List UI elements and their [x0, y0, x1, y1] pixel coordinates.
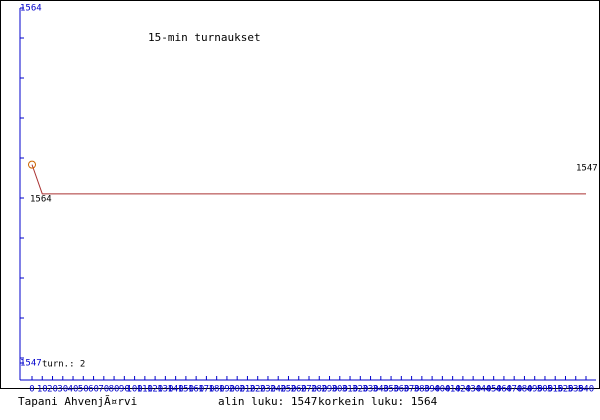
- x-tick-label: 80: [109, 385, 120, 395]
- x-tick-label: 390: [424, 385, 440, 395]
- x-tick-label: 50: [78, 385, 89, 395]
- x-tick-label: 180: [209, 385, 225, 395]
- x-tick-label: 240: [270, 385, 286, 395]
- footer-author: Tapani AhvenjÃ¤rvi: [18, 395, 137, 408]
- x-tick-label: 400: [434, 385, 450, 395]
- x-tick-label: 230: [260, 385, 276, 395]
- x-tick-label: 100: [126, 385, 142, 395]
- x-tick-label: 470: [506, 385, 522, 395]
- line: [31, 164, 586, 195]
- x-tick-label: 70: [98, 385, 109, 395]
- x-tick-label: 150: [178, 385, 194, 395]
- x-tick-label: 210: [239, 385, 255, 395]
- x-tick-label: 140: [167, 385, 183, 395]
- x-tick-label: 540: [578, 385, 594, 395]
- x-tick-label: 520: [557, 385, 573, 395]
- x-tick-label: 260: [291, 385, 307, 395]
- x-tick-label: 10: [37, 385, 48, 395]
- x-tick-label: 350: [383, 385, 399, 395]
- x-tick-label: 30: [57, 385, 68, 395]
- x-tick-label: 430: [465, 385, 481, 395]
- x-tick-label: 340: [373, 385, 389, 395]
- x-tick-label: 380: [414, 385, 430, 395]
- x-tick-label: 490: [527, 385, 543, 395]
- x-tick-label: 280: [311, 385, 327, 395]
- x-tick-label: 360: [393, 385, 409, 395]
- x-tick-label: 190: [219, 385, 235, 395]
- x-tick-label: 40: [68, 385, 79, 395]
- x-tick-label: 290: [321, 385, 337, 395]
- chart-title: 15-min turnaukset: [148, 31, 261, 44]
- x-tick-label: 330: [362, 385, 378, 395]
- footer-high: korkein luku: 1564: [318, 395, 438, 408]
- x-tick-label: 440: [475, 385, 491, 395]
- x-tick-label: 90: [119, 385, 130, 395]
- x-tick-label: 120: [147, 385, 163, 395]
- x-tick-label: 0: [29, 385, 34, 395]
- x-tick-label: 310: [342, 385, 358, 395]
- x-tick-label: 480: [516, 385, 532, 395]
- x-tick-label: 510: [547, 385, 563, 395]
- x-tick-label: 170: [198, 385, 214, 395]
- annotation: 1564: [30, 195, 52, 205]
- x-tick-label: 110: [137, 385, 153, 395]
- x-tick-label: 370: [403, 385, 419, 395]
- y-tick-label: 1547: [20, 359, 42, 369]
- x-tick-label: 530: [568, 385, 584, 395]
- x-tick-label: 420: [455, 385, 471, 395]
- x-tick-label: 160: [188, 385, 204, 395]
- y-tick-label: 1564: [20, 4, 42, 14]
- x-tick-label: 220: [250, 385, 266, 395]
- x-tick-label: 320: [352, 385, 368, 395]
- x-tick-label: 500: [537, 385, 553, 395]
- x-tick-label: 460: [496, 385, 512, 395]
- x-tick-label: 300: [332, 385, 348, 395]
- frame: [0, 0, 600, 389]
- x-tick-label: 250: [280, 385, 296, 395]
- annotation: turn.: 2: [42, 360, 85, 370]
- x-tick-label: 270: [301, 385, 317, 395]
- annotation: 1547: [576, 164, 598, 174]
- x-tick-label: 410: [444, 385, 460, 395]
- start-point: [28, 160, 36, 169]
- x-tick-label: 60: [88, 385, 99, 395]
- footer-low: alin luku: 1547: [218, 395, 317, 408]
- x-tick-label: 200: [229, 385, 245, 395]
- x-tick-label: 450: [486, 385, 502, 395]
- x-tick-label: 20: [47, 385, 58, 395]
- x-tick-label: 130: [157, 385, 173, 395]
